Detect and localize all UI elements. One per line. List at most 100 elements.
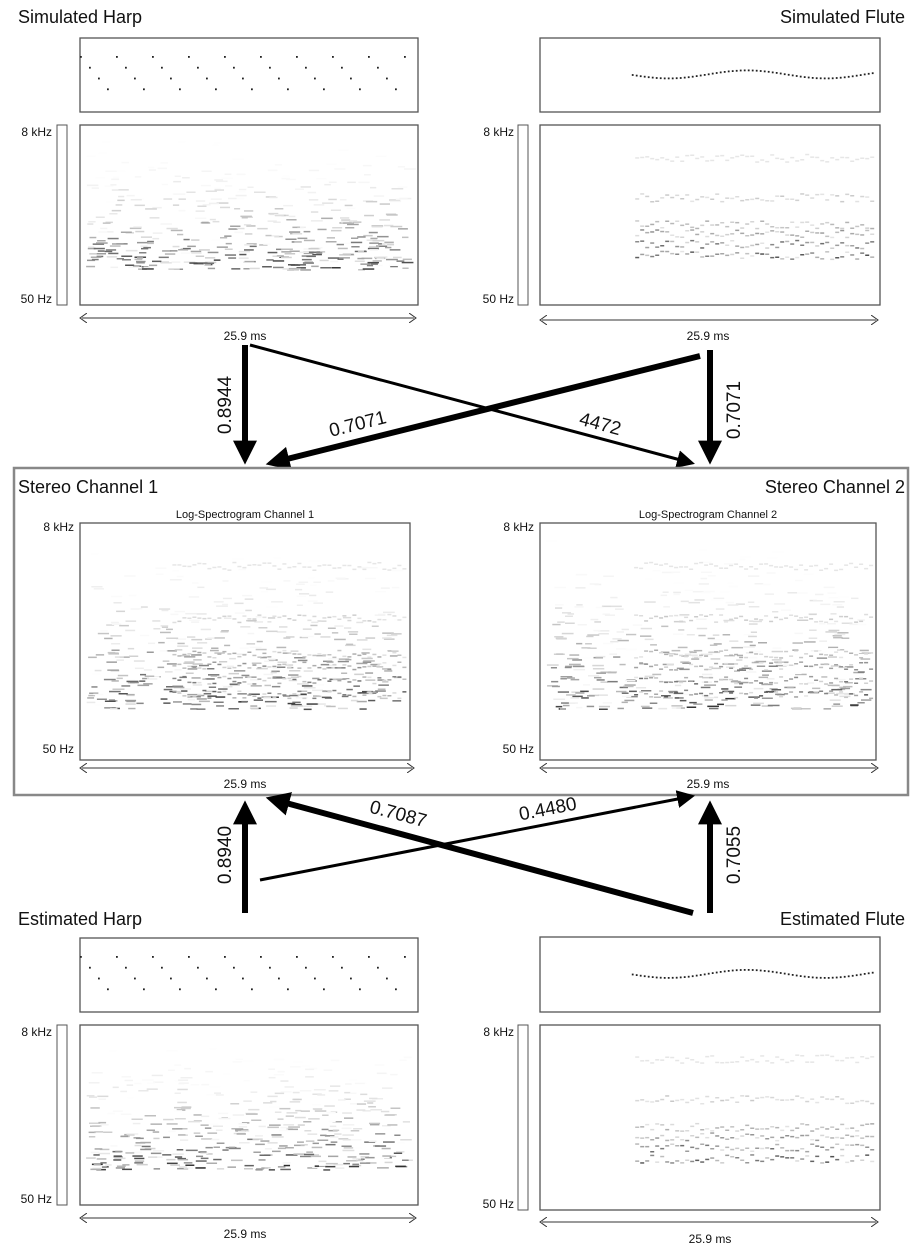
texture bbox=[239, 1123, 247, 1125]
texture bbox=[323, 88, 325, 90]
texture bbox=[735, 252, 739, 254]
texture bbox=[395, 1166, 406, 1168]
texture bbox=[179, 988, 181, 990]
texture bbox=[680, 246, 684, 248]
texture bbox=[724, 690, 728, 692]
texture bbox=[780, 159, 784, 161]
texture bbox=[244, 1080, 250, 1082]
texture bbox=[865, 1101, 869, 1103]
texture bbox=[689, 664, 693, 666]
texture bbox=[402, 1160, 409, 1162]
texture bbox=[221, 178, 233, 180]
texture bbox=[116, 611, 125, 613]
texture bbox=[278, 1166, 286, 1168]
texture bbox=[181, 690, 187, 692]
texture bbox=[740, 969, 742, 971]
texture bbox=[729, 668, 733, 670]
texture bbox=[382, 695, 386, 697]
texture bbox=[327, 565, 331, 567]
texture bbox=[387, 695, 391, 697]
texture bbox=[304, 1154, 314, 1156]
texture bbox=[724, 563, 734, 565]
texture bbox=[394, 1154, 400, 1156]
texture bbox=[322, 678, 326, 680]
texture bbox=[820, 258, 824, 260]
texture bbox=[650, 644, 657, 646]
texture bbox=[774, 603, 785, 605]
texture bbox=[700, 1129, 704, 1131]
texture bbox=[206, 78, 208, 80]
texture bbox=[228, 708, 239, 710]
texture bbox=[400, 1060, 407, 1062]
texture bbox=[242, 654, 246, 656]
texture bbox=[111, 622, 119, 624]
texture bbox=[237, 566, 241, 568]
texture bbox=[670, 1162, 674, 1164]
texture bbox=[745, 1125, 749, 1127]
texture bbox=[187, 694, 197, 696]
texture bbox=[242, 663, 246, 665]
texture bbox=[292, 233, 302, 235]
texture bbox=[678, 647, 688, 649]
texture bbox=[185, 613, 197, 615]
texture bbox=[306, 1140, 314, 1142]
texture bbox=[635, 235, 639, 237]
texture bbox=[775, 247, 779, 249]
texture bbox=[129, 656, 138, 658]
texture bbox=[211, 1139, 219, 1141]
texture bbox=[644, 562, 648, 564]
texture bbox=[740, 1056, 744, 1058]
texture bbox=[355, 261, 365, 263]
texture bbox=[730, 240, 734, 242]
texture bbox=[660, 251, 664, 253]
texture bbox=[699, 549, 707, 551]
texture bbox=[191, 252, 201, 254]
texture bbox=[124, 575, 135, 577]
texture bbox=[730, 1097, 734, 1099]
texture bbox=[282, 563, 286, 565]
texture bbox=[352, 669, 356, 671]
texture bbox=[111, 596, 122, 598]
texture bbox=[151, 1123, 163, 1125]
texture bbox=[232, 558, 244, 560]
texture bbox=[700, 231, 704, 233]
texture bbox=[644, 650, 648, 652]
texture bbox=[712, 639, 722, 641]
texture bbox=[228, 228, 237, 230]
texture bbox=[239, 1142, 250, 1144]
texture bbox=[334, 625, 343, 627]
texture bbox=[645, 226, 649, 228]
texture bbox=[295, 264, 306, 266]
texture bbox=[331, 210, 341, 212]
texture bbox=[392, 615, 396, 617]
texture bbox=[222, 568, 226, 570]
texture bbox=[735, 1061, 739, 1063]
texture bbox=[375, 690, 386, 692]
texture bbox=[341, 673, 347, 675]
texture bbox=[317, 679, 321, 681]
texture bbox=[211, 675, 217, 677]
texture bbox=[153, 1150, 164, 1152]
texture bbox=[694, 563, 698, 565]
texture bbox=[685, 223, 689, 225]
texture bbox=[572, 659, 582, 661]
texture bbox=[112, 624, 121, 626]
texture bbox=[639, 678, 643, 680]
texture bbox=[387, 214, 398, 216]
texture bbox=[705, 160, 709, 162]
texture bbox=[702, 592, 711, 594]
texture bbox=[639, 656, 643, 658]
texture bbox=[870, 1149, 874, 1151]
texture bbox=[367, 657, 371, 659]
texture bbox=[275, 1093, 284, 1095]
texture bbox=[211, 648, 218, 650]
texture bbox=[636, 974, 638, 976]
texture bbox=[128, 648, 134, 650]
texture bbox=[674, 567, 678, 569]
texture bbox=[800, 254, 804, 256]
texture bbox=[751, 632, 757, 634]
texture bbox=[870, 157, 874, 159]
texture bbox=[697, 628, 707, 630]
texture bbox=[160, 162, 168, 164]
texture bbox=[713, 634, 720, 636]
